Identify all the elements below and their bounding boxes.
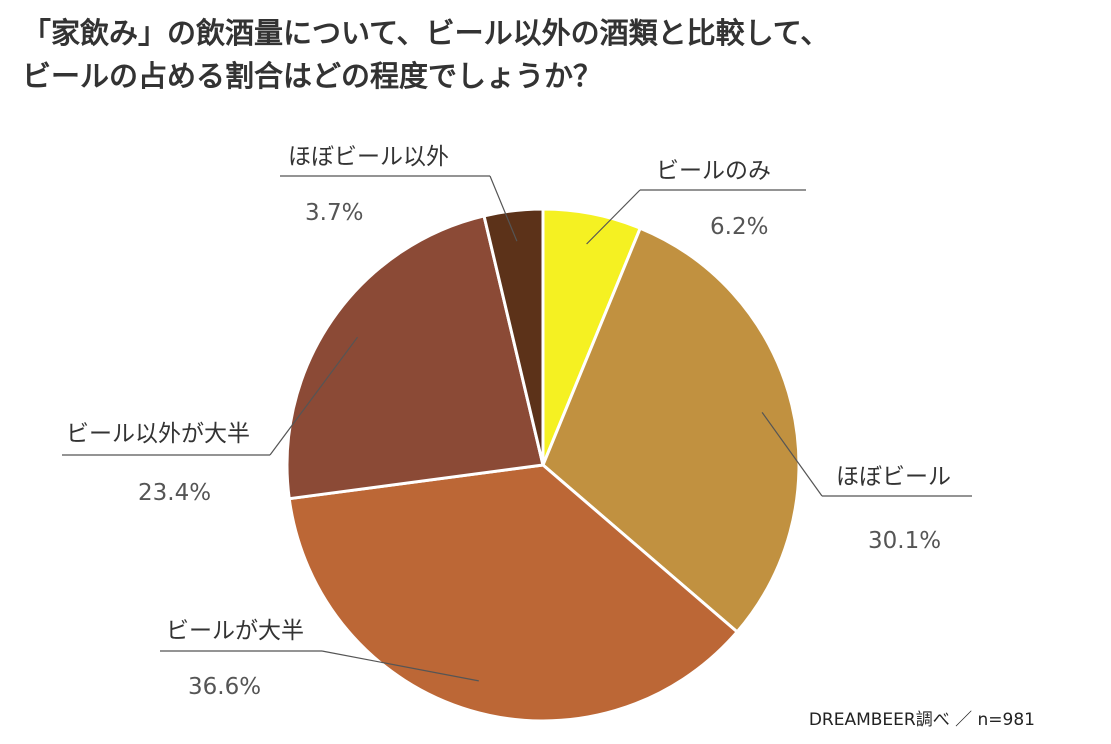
slice-value-beer-only: 6.2% [710,214,768,240]
slice-value-mostly-non-beer: 3.7% [305,200,363,226]
chart-title: 「家飲み」の飲酒量について、ビール以外の酒類と比較して、 ビールの占める割合はど… [22,12,829,98]
pie-slices [285,207,801,723]
leader-line-non-beer-majority [269,336,358,456]
slice-label-mostly-beer: ほぼビール [836,464,951,490]
slice-label-mostly-non-beer: ほぼビール以外 [288,144,449,170]
slice-value-non-beer-majority: 23.4% [138,480,211,506]
slice-label-non-beer-majority: ビール以外が大半 [66,421,250,447]
chart-title-line-2: ビールの占める割合はどの程度でしょうか？ [22,59,603,93]
slice-label-beer-only: ビールのみ [656,158,771,184]
slice-value-mostly-beer: 30.1% [868,528,941,554]
chart-title-line-1: 「家飲み」の飲酒量について、ビール以外の酒類と比較して、 [22,16,830,50]
leader-line-beer-only [586,189,641,245]
pie-slice-mostly-beer [541,226,801,634]
pie-slice-beer-majority [287,463,739,723]
leader-line-beer-majority [321,650,479,682]
pie-slice-mostly-non-beer [482,207,545,467]
slice-labels: ビールのみ 6.2% ほぼビール 30.1% ビールが大半 36.6% ビール以… [62,144,972,700]
pie-slice-non-beer-majority [285,214,545,501]
leader-line-mostly-beer [761,412,823,497]
slice-value-beer-majority: 36.6% [188,674,261,700]
leader-lines [269,175,823,682]
leader-line-mostly-non-beer [489,175,518,242]
slice-label-beer-majority: ビールが大半 [166,618,304,644]
source-note: DREAMBEER調べ ／ n=981 [808,710,1035,730]
